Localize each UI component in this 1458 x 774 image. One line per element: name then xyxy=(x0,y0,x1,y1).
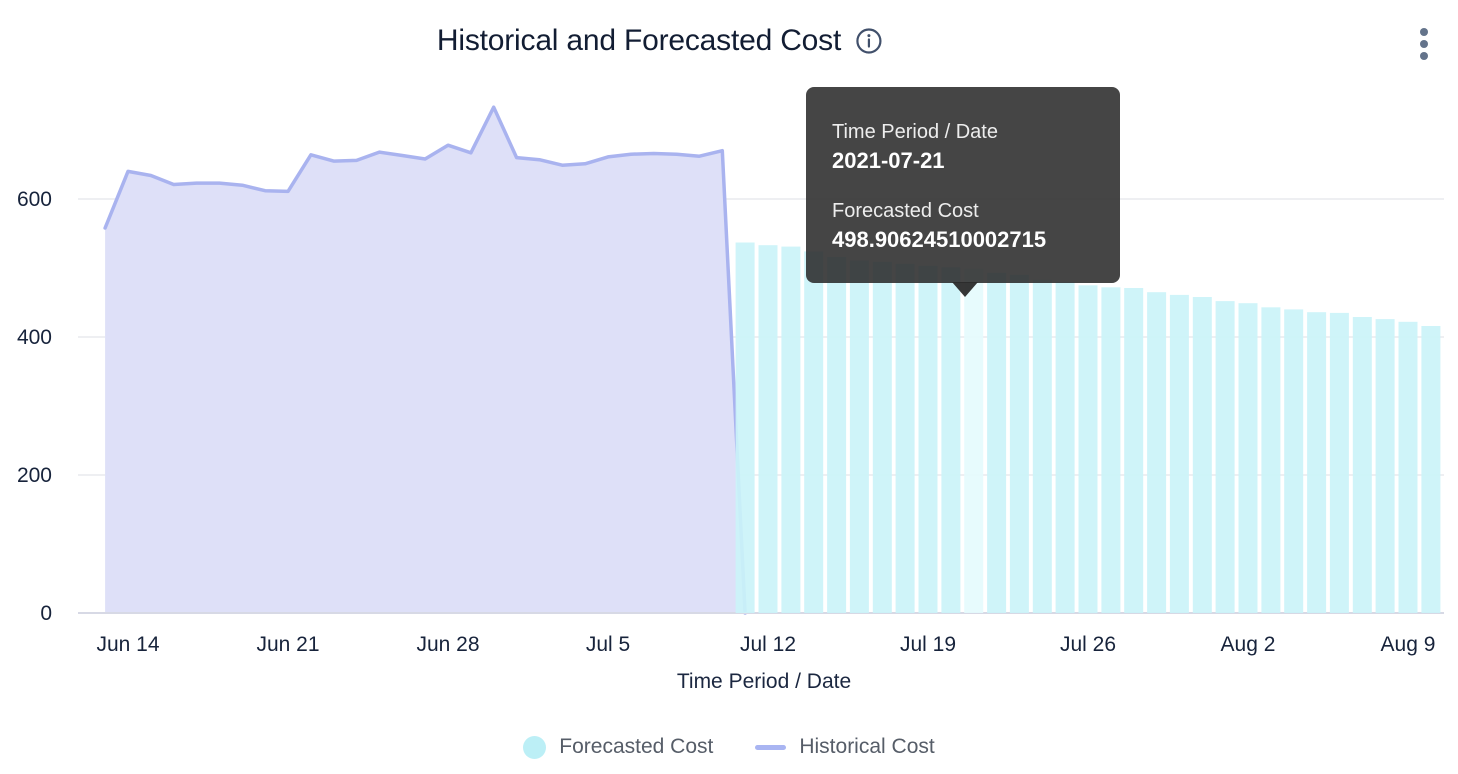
forecast-bar[interactable] xyxy=(1055,281,1075,613)
forecast-bar[interactable] xyxy=(781,246,801,613)
forecast-bar[interactable] xyxy=(1284,309,1304,613)
forecast-bar[interactable] xyxy=(1124,288,1144,613)
forecast-bar[interactable] xyxy=(941,267,961,613)
forecast-bar[interactable] xyxy=(987,272,1007,613)
forecast-bar[interactable] xyxy=(849,260,869,613)
forecast-bar[interactable] xyxy=(918,265,938,613)
forecast-bar[interactable] xyxy=(1375,319,1395,613)
forecast-bar[interactable] xyxy=(735,242,755,614)
x-tick-label: Aug 9 xyxy=(1381,633,1436,656)
forecast-bar-highlighted[interactable] xyxy=(964,268,984,613)
legend-label-historical: Historical Cost xyxy=(799,735,935,758)
x-tick-label: Jul 19 xyxy=(900,633,956,656)
x-tick-label: Jul 5 xyxy=(586,633,630,656)
forecast-bar[interactable] xyxy=(895,263,915,613)
x-axis-title: Time Period / Date xyxy=(676,670,852,693)
forecast-bar[interactable] xyxy=(1192,297,1212,613)
tooltip-divider-gap xyxy=(832,176,1094,198)
x-tick-label: Aug 2 xyxy=(1221,633,1276,656)
forecast-bar[interactable] xyxy=(1101,287,1121,613)
forecast-bar[interactable] xyxy=(827,257,847,613)
y-tick-label: 200 xyxy=(17,464,52,487)
forecast-bar[interactable] xyxy=(1238,303,1258,613)
tooltip-series-label: Forecasted Cost xyxy=(832,200,979,222)
y-tick-label: 0 xyxy=(40,602,52,625)
historical-swatch-icon xyxy=(755,744,787,750)
forecast-bar[interactable] xyxy=(1009,274,1029,613)
forecast-bar[interactable] xyxy=(872,261,892,613)
forecast-bar[interactable] xyxy=(1261,307,1281,613)
forecast-bar[interactable] xyxy=(1421,326,1441,613)
y-tick-label: 400 xyxy=(17,326,52,349)
historical-line xyxy=(103,105,747,615)
tooltip-arrow xyxy=(952,282,978,297)
forecast-bar[interactable] xyxy=(1398,321,1418,613)
forecast-bar[interactable] xyxy=(804,251,824,613)
x-tick-label: Jul 26 xyxy=(1060,633,1116,656)
x-tick-label: Jun 21 xyxy=(256,633,319,656)
forecast-bar[interactable] xyxy=(1078,285,1098,614)
chart-tooltip: Time Period / Date 2021-07-21 Forecasted… xyxy=(806,87,1120,297)
info-icon[interactable] xyxy=(855,27,883,55)
forecast-swatch-icon xyxy=(523,735,547,759)
historical-area xyxy=(105,107,746,613)
legend-item-forecasted[interactable]: Forecasted Cost xyxy=(523,735,713,759)
forecast-bar[interactable] xyxy=(758,245,778,613)
legend-item-historical[interactable]: Historical Cost xyxy=(755,735,935,759)
legend-label-forecasted: Forecasted Cost xyxy=(559,735,714,758)
tooltip-date-label: Time Period / Date xyxy=(832,121,998,143)
forecast-bar[interactable] xyxy=(1147,292,1167,613)
x-tick-label: Jun 28 xyxy=(416,633,479,656)
forecast-bar[interactable] xyxy=(1032,279,1052,613)
x-tick-label: Jul 12 xyxy=(740,633,796,656)
kebab-menu-icon[interactable] xyxy=(1412,26,1436,62)
y-tick-label: 600 xyxy=(17,188,52,211)
forecast-bar[interactable] xyxy=(1329,312,1349,613)
forecast-bar[interactable] xyxy=(1307,312,1327,613)
chart-title: Historical and Forecasted Cost xyxy=(436,24,842,57)
forecast-bar[interactable] xyxy=(1352,317,1372,613)
chart-legend: Forecasted Cost Historical Cost xyxy=(0,735,1458,759)
tooltip-series-value: 498.90624510002715 xyxy=(832,227,1047,252)
tooltip-date-value: 2021-07-21 xyxy=(832,148,945,173)
chart-header: Historical and Forecasted Cost xyxy=(437,24,883,58)
x-tick-label: Jun 14 xyxy=(96,633,159,656)
forecast-bar[interactable] xyxy=(1169,294,1189,613)
forecast-bar[interactable] xyxy=(1215,301,1235,613)
